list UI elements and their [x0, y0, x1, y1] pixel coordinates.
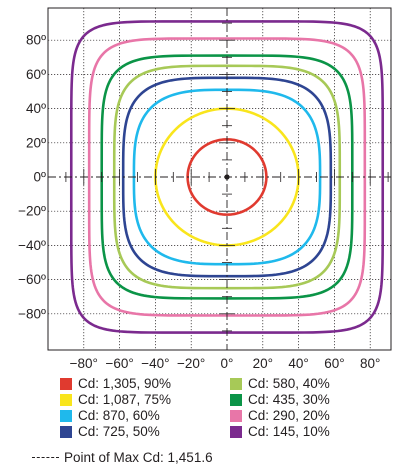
- contour-20-percent: [87, 37, 367, 317]
- y-tick-label: 40º: [26, 101, 46, 116]
- y-tick-label: −80º: [18, 306, 46, 321]
- x-tick-label: 40°: [288, 356, 308, 371]
- x-tick-label: −40°: [141, 356, 169, 371]
- y-tick-label: 20º: [26, 135, 46, 150]
- x-tick-label: −20°: [177, 356, 205, 371]
- contour-10-percent: [69, 20, 385, 334]
- x-tick-label: 80°: [360, 356, 380, 371]
- dashed-line-sample: [32, 456, 59, 458]
- y-tick-label: −60º: [18, 272, 46, 287]
- x-tick-label: 60°: [324, 356, 344, 371]
- y-tick-label: 80º: [26, 33, 46, 48]
- max-point-legend: Point of Max Cd: 1,451.6: [32, 449, 213, 465]
- x-tick-label: 0°: [221, 356, 234, 371]
- x-tick-label: −80°: [70, 356, 98, 371]
- plot-frame: [47, 7, 392, 351]
- max-point-label: Point of Max Cd: 1,451.6: [64, 449, 213, 465]
- x-tick-label: 20°: [253, 356, 273, 371]
- y-tick-label: 0º: [34, 170, 47, 185]
- y-tick-label: −40º: [18, 238, 46, 253]
- y-tick-label: 60º: [26, 67, 46, 82]
- x-tick-label: −60°: [105, 356, 133, 371]
- y-tick-label: −20º: [18, 204, 46, 219]
- max-point-marker: [224, 174, 230, 180]
